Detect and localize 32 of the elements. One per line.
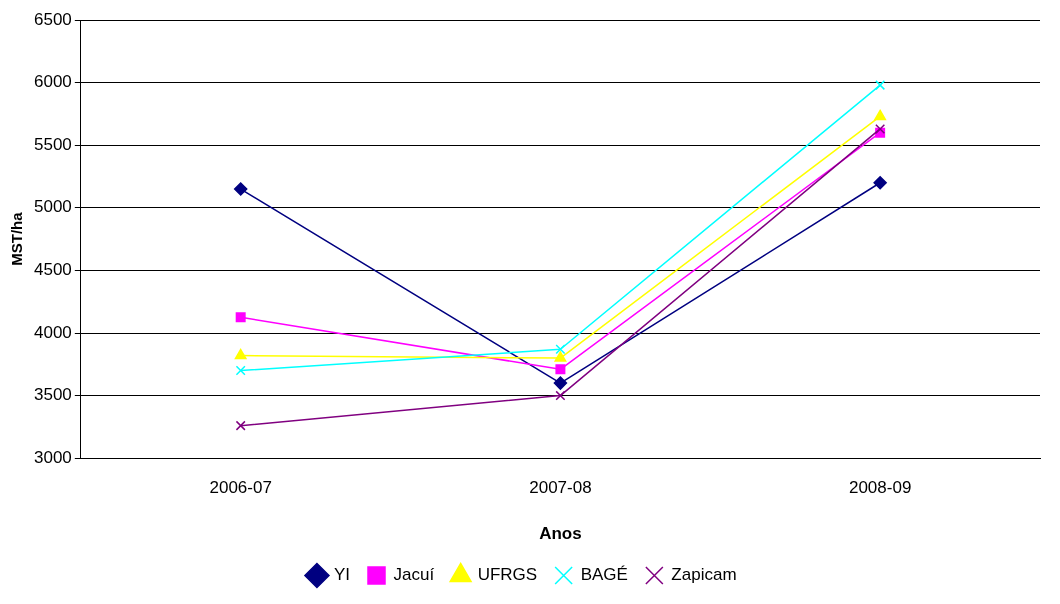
point <box>235 365 246 376</box>
x-axis-title: Anos <box>539 524 582 544</box>
point <box>235 420 246 431</box>
y-tick-label: 6000 <box>33 72 72 92</box>
x-tick-label: 2008-09 <box>848 478 912 498</box>
point <box>233 182 248 196</box>
point <box>555 390 566 401</box>
x-tick-label: 2007-08 <box>529 478 592 498</box>
x-tick-label: 2006-07 <box>209 478 272 498</box>
point <box>555 344 566 355</box>
y-tick-label: 4000 <box>33 322 72 342</box>
legend-label: UFRGS <box>477 565 538 585</box>
legend-label: Zapicam <box>671 565 737 585</box>
y-tick-label: 3500 <box>33 385 72 405</box>
point <box>553 376 568 390</box>
y-tick-label: 6500 <box>33 9 72 29</box>
point <box>874 109 887 121</box>
y-axis-title: MST/ha <box>8 211 26 266</box>
point <box>873 176 887 190</box>
point <box>875 80 886 91</box>
point <box>875 123 886 134</box>
legend-label: Jacuí <box>393 565 435 585</box>
legend-label: YI <box>333 565 350 585</box>
point <box>235 312 246 323</box>
point <box>234 348 247 360</box>
point <box>554 351 567 362</box>
point <box>555 364 566 375</box>
legend-label: BAGÉ <box>580 565 628 585</box>
y-tick-label: 3000 <box>33 447 72 467</box>
y-tick-label: 5000 <box>33 197 72 217</box>
y-tick-label: 4500 <box>33 260 72 280</box>
y-tick-label: 5500 <box>33 134 72 154</box>
